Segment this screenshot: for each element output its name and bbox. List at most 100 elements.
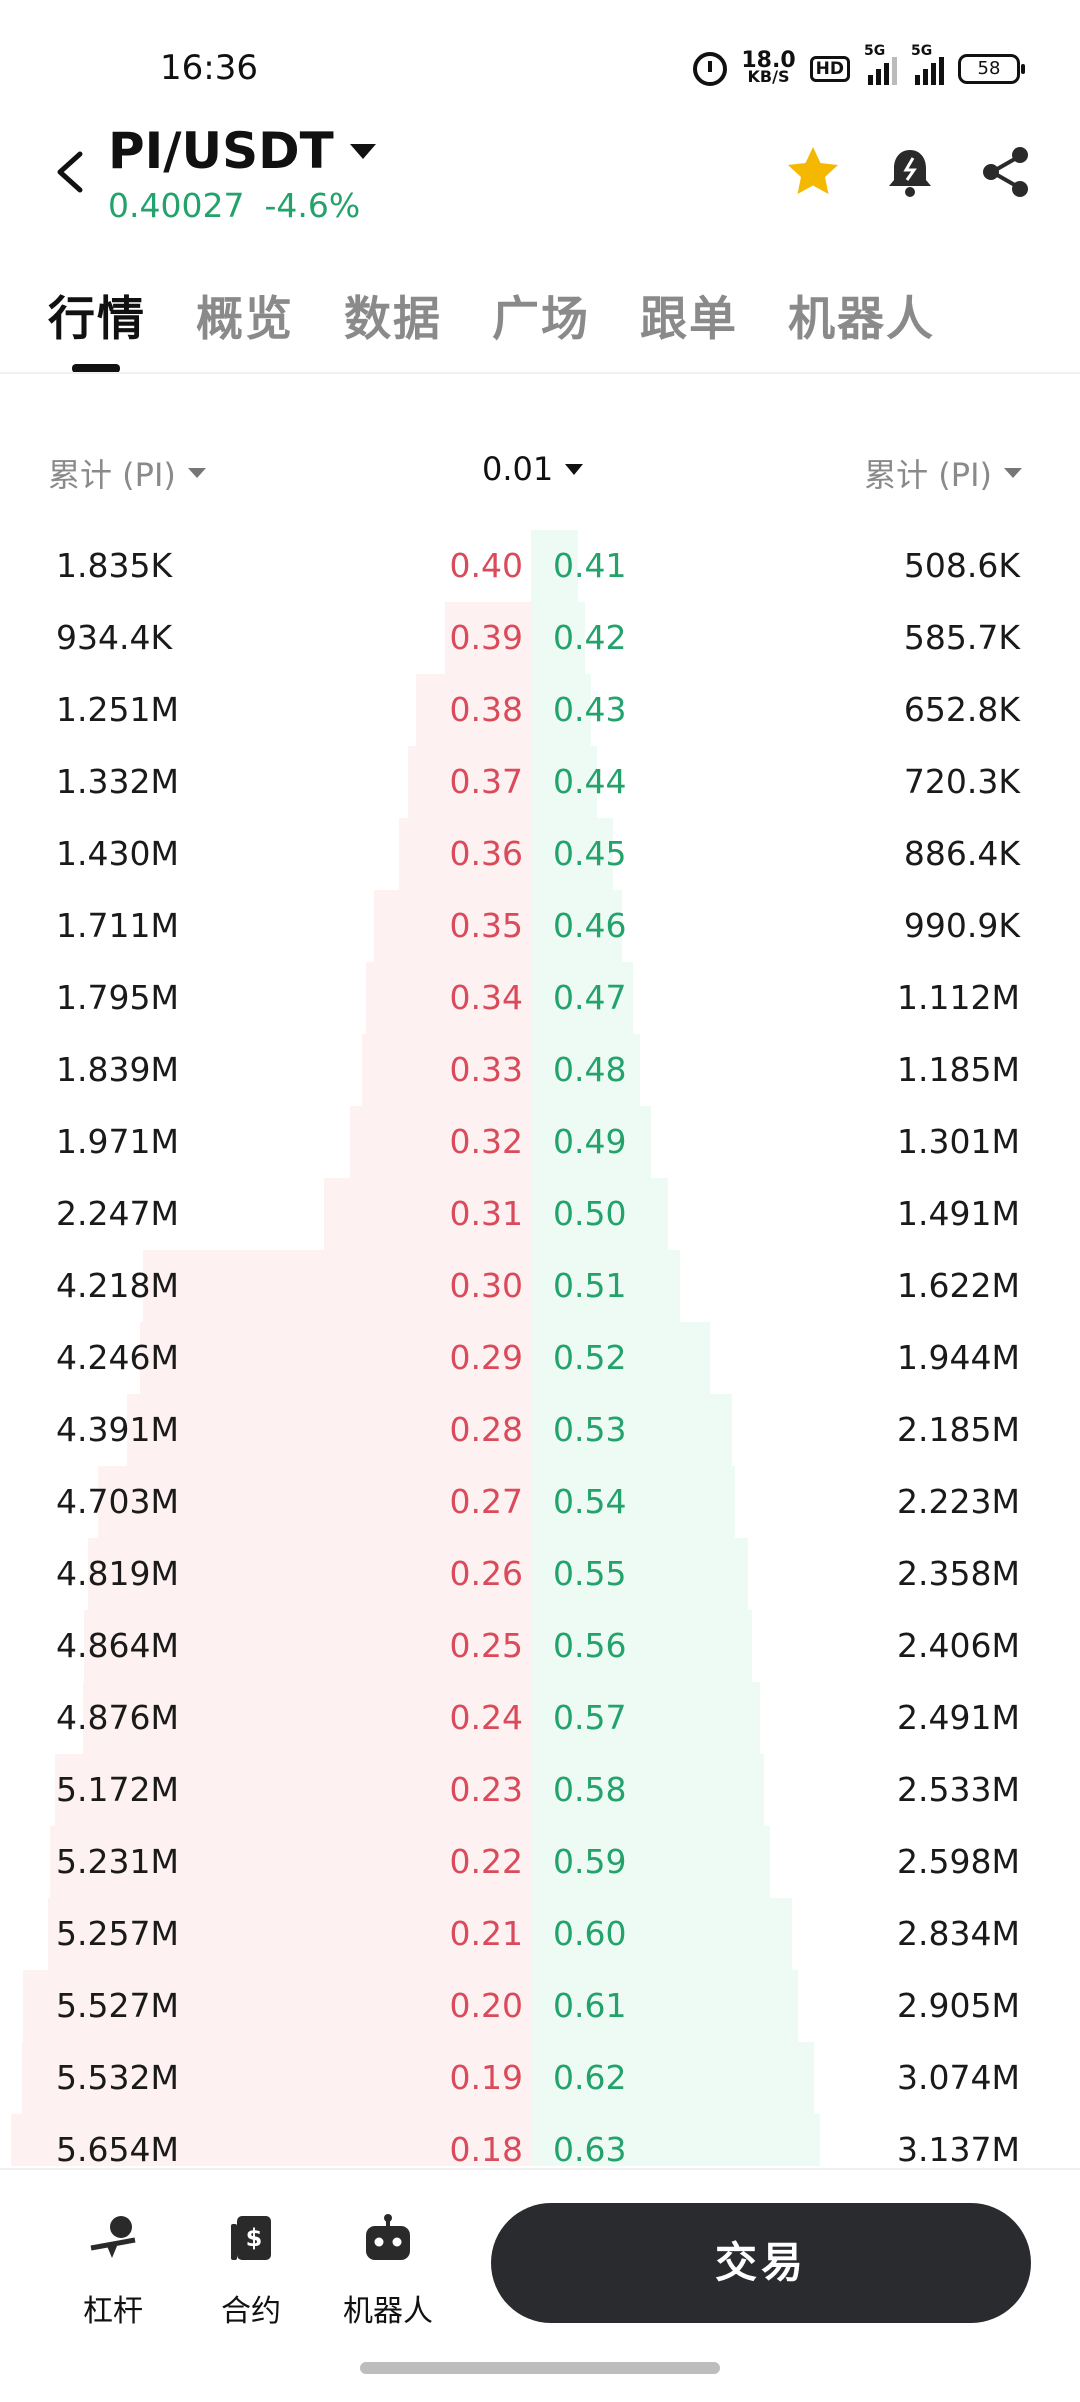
- nav-robot[interactable]: 机器人: [333, 2210, 443, 2330]
- ask-depth-bar: [531, 818, 613, 890]
- bid-cumulative-selector[interactable]: 累计 (PI): [48, 450, 206, 496]
- ask-price: 0.60: [553, 1914, 627, 1953]
- bid-price: 0.32: [449, 1122, 523, 1161]
- pair-title: PI/USDT: [108, 122, 334, 180]
- order-book-row[interactable]: 2.247M 0.31 0.50 1.491M: [0, 1178, 1080, 1250]
- order-book: 1.835K 0.40 0.41 508.6K 934.4K 0.39 0.42 585.7K…: [0, 530, 1080, 2166]
- bid-price: 0.26: [449, 1554, 523, 1593]
- order-book-row[interactable]: 4.864M 0.25 0.56 2.406M: [0, 1610, 1080, 1682]
- order-book-row[interactable]: 1.711M 0.35 0.46 990.9K: [0, 890, 1080, 962]
- ask-depth-bar: [531, 2042, 814, 2114]
- order-book-row[interactable]: 5.257M 0.21 0.60 2.834M: [0, 1898, 1080, 1970]
- order-book-row[interactable]: 1.835K 0.40 0.41 508.6K: [0, 530, 1080, 602]
- tab-market[interactable]: 行情: [48, 292, 146, 347]
- tab-overview[interactable]: 概览: [196, 292, 294, 347]
- ask-quantity: 3.074M: [897, 2058, 1020, 2097]
- order-book-row[interactable]: 4.703M 0.27 0.54 2.223M: [0, 1466, 1080, 1538]
- ask-cumulative-selector[interactable]: 累计 (PI): [864, 450, 1022, 496]
- ask-depth-bar: [531, 1898, 792, 1970]
- precision-selector[interactable]: 0.01: [482, 450, 584, 488]
- ask-depth-bar: [531, 962, 633, 1034]
- bid-depth-bar: [48, 1898, 531, 1970]
- order-book-row[interactable]: 5.231M 0.22 0.59 2.598M: [0, 1826, 1080, 1898]
- ask-price: 0.58: [553, 1770, 627, 1809]
- bell-alert-icon[interactable]: [880, 142, 940, 202]
- ask-depth-bar: [531, 674, 591, 746]
- bid-price: 0.36: [449, 834, 523, 873]
- bid-depth-bar: [55, 1754, 531, 1826]
- bid-price: 0.29: [449, 1338, 523, 1377]
- ask-price: 0.61: [553, 1986, 627, 2025]
- ask-quantity: 2.834M: [897, 1914, 1020, 1953]
- ask-quantity: 990.9K: [903, 906, 1020, 945]
- precision-value: 0.01: [482, 450, 554, 488]
- order-book-row[interactable]: 1.839M 0.33 0.48 1.185M: [0, 1034, 1080, 1106]
- order-book-row[interactable]: 1.251M 0.38 0.43 652.8K: [0, 674, 1080, 746]
- back-arrow-icon[interactable]: [50, 148, 90, 196]
- bid-price: 0.33: [449, 1050, 523, 1089]
- bid-depth-bar: [23, 1970, 531, 2042]
- tab-data[interactable]: 数据: [344, 292, 442, 347]
- bid-price: 0.40: [449, 546, 523, 585]
- hd-icon: HD: [809, 56, 850, 82]
- trade-button[interactable]: 交易: [491, 2203, 1031, 2323]
- order-book-row[interactable]: 934.4K 0.39 0.42 585.7K: [0, 602, 1080, 674]
- ask-quantity: 2.905M: [897, 1986, 1020, 2025]
- order-book-row[interactable]: 5.654M 0.18 0.63 3.137M: [0, 2114, 1080, 2167]
- share-icon[interactable]: [976, 142, 1036, 202]
- ask-depth-bar: [531, 1826, 770, 1898]
- ask-price: 0.63: [553, 2130, 627, 2167]
- bid-depth-bar: [399, 818, 531, 890]
- ask-depth-bar: [531, 1250, 680, 1322]
- tabs-divider: [0, 372, 1080, 374]
- bid-quantity: 4.819M: [56, 1554, 179, 1593]
- order-book-row[interactable]: 4.246M 0.29 0.52 1.944M: [0, 1322, 1080, 1394]
- ask-quantity: 1.491M: [897, 1194, 1020, 1233]
- nav-leverage-label: 杠杆: [83, 2294, 143, 2329]
- order-book-row[interactable]: 1.971M 0.32 0.49 1.301M: [0, 1106, 1080, 1178]
- order-book-row[interactable]: 4.391M 0.28 0.53 2.185M: [0, 1394, 1080, 1466]
- ask-quantity: 1.112M: [897, 978, 1020, 1017]
- order-book-row[interactable]: 4.218M 0.30 0.51 1.622M: [0, 1250, 1080, 1322]
- ask-depth-bar: [531, 1322, 710, 1394]
- order-book-row[interactable]: 5.527M 0.20 0.61 2.905M: [0, 1970, 1080, 2042]
- order-book-row[interactable]: 1.430M 0.36 0.45 886.4K: [0, 818, 1080, 890]
- bid-price: 0.37: [449, 762, 523, 801]
- bid-quantity: 4.703M: [56, 1482, 179, 1521]
- ask-depth-bar: [531, 1682, 760, 1754]
- tab-bots[interactable]: 机器人: [788, 292, 935, 347]
- ask-price: 0.52: [553, 1338, 627, 1377]
- ask-price: 0.51: [553, 1266, 627, 1305]
- bid-quantity: 934.4K: [56, 618, 173, 657]
- order-book-row[interactable]: 4.876M 0.24 0.57 2.491M: [0, 1682, 1080, 1754]
- bid-depth-bar: [366, 962, 531, 1034]
- nav-contract[interactable]: $ 合约: [196, 2210, 306, 2330]
- bid-quantity: 4.864M: [56, 1626, 179, 1665]
- tab-copy-trading[interactable]: 跟单: [640, 292, 738, 347]
- order-book-row[interactable]: 5.172M 0.23 0.58 2.533M: [0, 1754, 1080, 1826]
- order-book-row[interactable]: 5.532M 0.19 0.62 3.074M: [0, 2042, 1080, 2114]
- svg-text:$: $: [246, 2224, 263, 2252]
- bid-quantity: 2.247M: [56, 1194, 179, 1233]
- nav-leverage[interactable]: 杠杆: [58, 2210, 168, 2330]
- star-icon[interactable]: [783, 142, 843, 202]
- order-book-row[interactable]: 1.795M 0.34 0.47 1.112M: [0, 962, 1080, 1034]
- ask-quantity: 886.4K: [903, 834, 1020, 873]
- ask-price: 0.45: [553, 834, 627, 873]
- ask-price: 0.50: [553, 1194, 627, 1233]
- ask-depth-bar: [531, 1106, 651, 1178]
- order-book-row[interactable]: 1.332M 0.37 0.44 720.3K: [0, 746, 1080, 818]
- ask-price: 0.47: [553, 978, 627, 1017]
- bid-quantity: 4.391M: [56, 1410, 179, 1449]
- ask-quantity: 2.185M: [897, 1410, 1020, 1449]
- ask-quantity: 3.137M: [897, 2130, 1020, 2167]
- tab-square[interactable]: 广场: [492, 292, 590, 347]
- nav-robot-label: 机器人: [343, 2294, 433, 2329]
- ask-quantity: 2.491M: [897, 1698, 1020, 1737]
- order-book-row[interactable]: 4.819M 0.26 0.55 2.358M: [0, 1538, 1080, 1610]
- nav-contract-label: 合约: [221, 2294, 281, 2329]
- ask-quantity: 2.358M: [897, 1554, 1020, 1593]
- pair-selector[interactable]: PI/USDT: [108, 122, 376, 180]
- signal-icon-sim1: 5G: [864, 43, 897, 85]
- bid-quantity: 1.430M: [56, 834, 179, 873]
